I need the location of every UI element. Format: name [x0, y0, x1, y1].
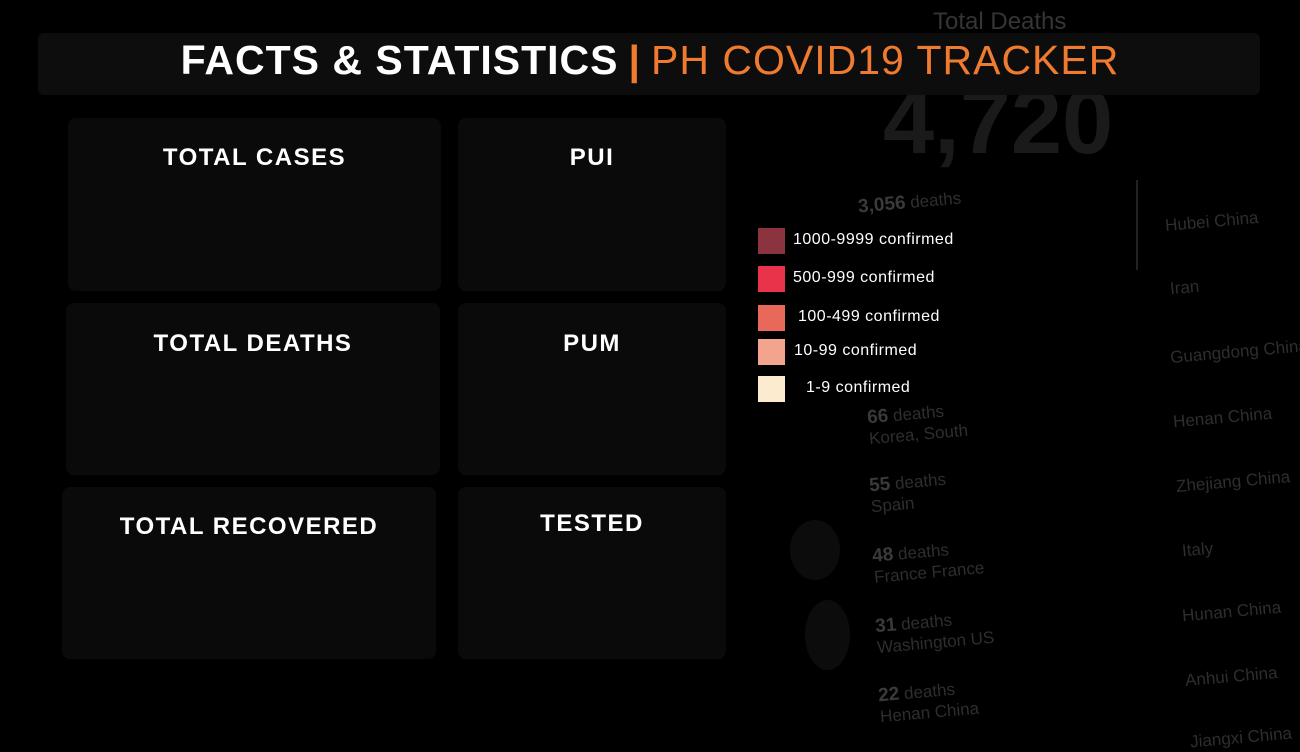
legend-label: 100-499 confirmed: [798, 308, 940, 325]
bg-list-item: Hubei China: [1164, 207, 1260, 236]
title-separator: |: [628, 37, 641, 83]
page-title-sub: PH COVID19 TRACKER: [651, 37, 1120, 83]
card-total-recovered: TOTAL RECOVERED: [62, 487, 436, 659]
legend-swatch: [758, 339, 785, 365]
bg-divider: [1136, 180, 1138, 270]
bg-row: 48 deaths France France: [871, 540, 986, 587]
bg-panel-title: Total Deaths: [933, 8, 1067, 35]
card-label: TESTED: [540, 510, 644, 537]
header-bar: [38, 33, 1260, 95]
bg-row: 55 deaths Spain: [868, 469, 947, 517]
legend-label: 500-999 confirmed: [793, 269, 935, 286]
page-title: FACTS & STATISTICS | PH COVID19 TRACKER: [0, 36, 1300, 84]
card-total-deaths: TOTAL DEATHS: [66, 303, 440, 475]
card-label: PUM: [563, 330, 621, 357]
card-label: PUI: [569, 144, 615, 171]
card-total-cases: TOTAL CASES: [68, 118, 441, 291]
card-pui: PUI: [458, 118, 726, 291]
bg-row: 3,056 deaths: [857, 188, 962, 218]
bg-list-item: Guangdong China: [1169, 336, 1300, 367]
bg-row: 22 deaths Henan China: [877, 679, 980, 727]
map-blob: [790, 520, 840, 580]
map-blob: [805, 600, 850, 670]
bg-list-item: Henan China: [1172, 403, 1273, 432]
bg-list-item: Anhui China: [1184, 663, 1279, 691]
card-tested: TESTED: [458, 487, 726, 659]
card-label: TOTAL CASES: [162, 144, 347, 171]
legend-label: 1000-9999 confirmed: [793, 231, 954, 248]
legend-label: 10-99 confirmed: [794, 342, 918, 359]
bg-list-item: Zhejiang China: [1175, 467, 1291, 496]
card-label: TOTAL DEATHS: [153, 330, 353, 357]
legend-swatch: [758, 376, 785, 402]
bg-list-item: Italy: [1181, 538, 1214, 561]
legend-swatch: [758, 305, 785, 331]
bg-list-item: Hunan China: [1181, 597, 1282, 626]
bg-row: 66 deaths Korea, South: [866, 401, 969, 449]
card-label: TOTAL RECOVERED: [119, 513, 379, 540]
legend-swatch: [758, 266, 785, 292]
legend-label: 1-9 confirmed: [806, 379, 911, 396]
bg-list-item: Iran: [1169, 276, 1201, 299]
bg-list-item: Jiangxi China: [1189, 723, 1293, 752]
page-title-main: FACTS & STATISTICS: [180, 37, 619, 83]
bg-row: 31 deaths Washington US: [874, 610, 996, 658]
card-pum: PUM: [458, 303, 726, 475]
legend-swatch: [758, 228, 785, 254]
